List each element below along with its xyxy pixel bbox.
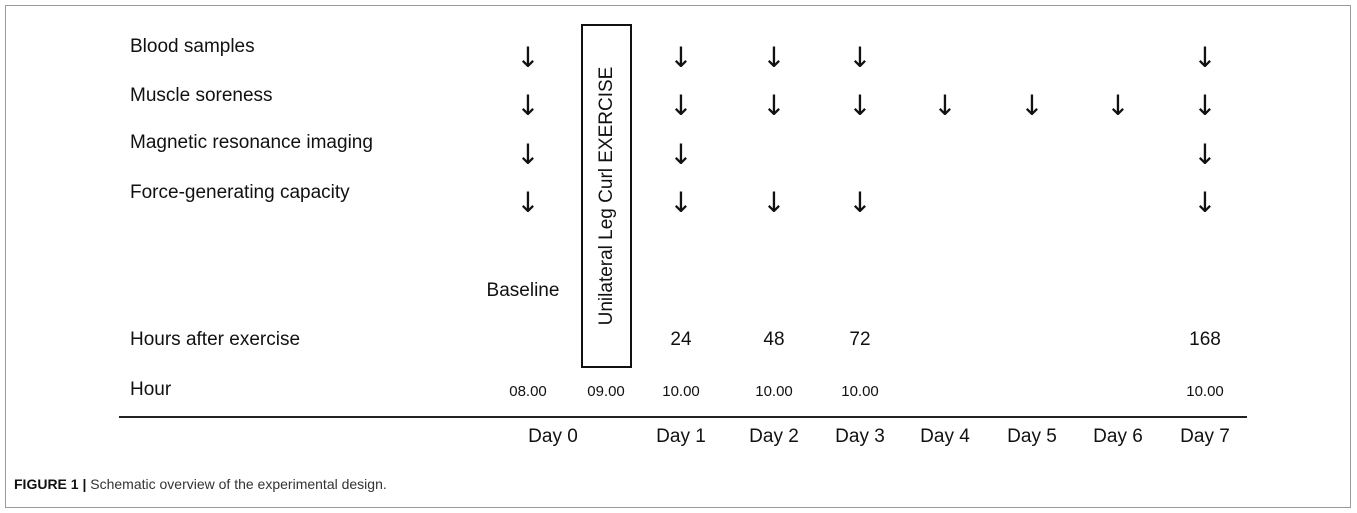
day-label-day-2: Day 2 xyxy=(749,426,799,447)
day-label-day-6: Day 6 xyxy=(1093,426,1143,447)
arrow-blood-samples-day-3: ↓ xyxy=(848,41,872,74)
row-label-magnetic-resonance-imaging: Magnetic resonance imaging xyxy=(130,132,373,153)
row-label-blood-samples: Blood samples xyxy=(130,36,255,57)
day-label-day-5: Day 5 xyxy=(1007,426,1057,447)
arrow-muscle-soreness-day-4: ↓ xyxy=(933,89,957,122)
figure-frame xyxy=(5,5,1351,508)
hour-value-day-3: 10.00 xyxy=(841,383,879,400)
arrow-force-generating-capacity-day-3: ↓ xyxy=(848,186,872,219)
arrow-muscle-soreness-day-7: ↓ xyxy=(1193,89,1217,122)
arrow-muscle-soreness-day-0: ↓ xyxy=(516,89,540,122)
caption-text: Schematic overview of the experimental d… xyxy=(86,476,387,492)
day-label-day-4: Day 4 xyxy=(920,426,970,447)
arrow-force-generating-capacity-day-1: ↓ xyxy=(669,186,693,219)
exercise-box: Unilateral Leg Curl EXERCISE xyxy=(581,24,632,368)
day-label-day-1: Day 1 xyxy=(656,426,706,447)
day-label-day-0: Day 0 xyxy=(528,426,578,447)
baseline-label: Baseline xyxy=(486,280,560,301)
arrow-muscle-soreness-day-3: ↓ xyxy=(848,89,872,122)
hours-after-day-1: 24 xyxy=(670,329,692,350)
hours-after-day-3: 72 xyxy=(849,329,871,350)
hours-after-day-7: 168 xyxy=(1189,329,1221,350)
arrow-blood-samples-day-7: ↓ xyxy=(1193,41,1217,74)
arrow-blood-samples-day-1: ↓ xyxy=(669,41,693,74)
hour-label: Hour xyxy=(130,379,172,400)
timeline-axis xyxy=(119,416,1247,418)
arrow-force-generating-capacity-day-7: ↓ xyxy=(1193,186,1217,219)
arrow-blood-samples-day-2: ↓ xyxy=(762,41,786,74)
arrow-magnetic-resonance-imaging-day-1: ↓ xyxy=(669,138,693,171)
arrow-muscle-soreness-day-6: ↓ xyxy=(1106,89,1130,122)
day-label-day-7: Day 7 xyxy=(1180,426,1230,447)
hour-value-baseline: 08.00 xyxy=(509,383,547,400)
hour-value-exercise: 09.00 xyxy=(587,383,625,400)
arrow-muscle-soreness-day-1: ↓ xyxy=(669,89,693,122)
arrow-muscle-soreness-day-2: ↓ xyxy=(762,89,786,122)
hours-after-label: Hours after exercise xyxy=(130,329,301,350)
exercise-label: Unilateral Leg Curl EXERCISE xyxy=(595,66,617,326)
arrow-force-generating-capacity-day-0: ↓ xyxy=(516,186,540,219)
day-label-day-3: Day 3 xyxy=(835,426,885,447)
hour-value-day-1: 10.00 xyxy=(662,383,700,400)
arrow-blood-samples-day-0: ↓ xyxy=(516,41,540,74)
figure-caption: FIGURE 1 | Schematic overview of the exp… xyxy=(14,476,387,492)
arrow-force-generating-capacity-day-2: ↓ xyxy=(762,186,786,219)
caption-prefix: FIGURE 1 | xyxy=(14,476,87,492)
row-label-force-generating-capacity: Force-generating capacity xyxy=(130,182,350,203)
hour-value-day-7: 10.00 xyxy=(1186,383,1224,400)
arrow-magnetic-resonance-imaging-day-0: ↓ xyxy=(516,138,540,171)
hours-after-day-2: 48 xyxy=(763,329,785,350)
arrow-muscle-soreness-day-5: ↓ xyxy=(1020,89,1044,122)
row-label-muscle-soreness: Muscle soreness xyxy=(130,85,273,106)
arrow-magnetic-resonance-imaging-day-7: ↓ xyxy=(1193,138,1217,171)
hour-value-day-2: 10.00 xyxy=(755,383,793,400)
